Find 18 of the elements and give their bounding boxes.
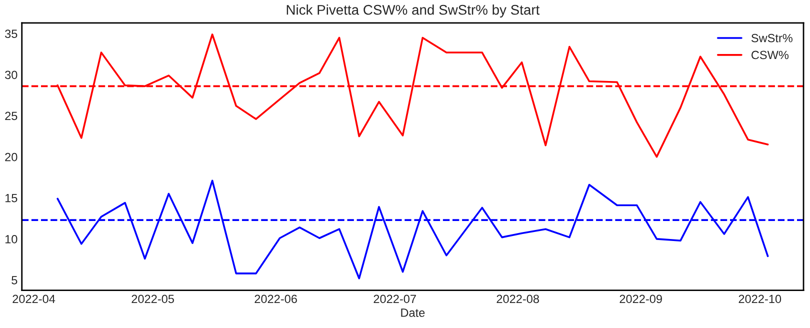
x-tick-label: 2022-04 (12, 294, 56, 304)
x-tick-label: 2022-05 (132, 294, 174, 304)
x-tick-label: 2022-08 (496, 294, 539, 304)
legend-label: CSW% (752, 50, 789, 60)
y-tick-label: 5 (12, 276, 18, 284)
chart-title: Nick Pivetta CSW% and SwStr% by Start (286, 4, 540, 18)
y-tick-label: 25 (5, 112, 18, 120)
y-tick-label: 15 (5, 194, 18, 202)
y-tick-label: 30 (5, 70, 18, 80)
y-tick-label: 35 (5, 30, 18, 38)
x-tick-label: 2022-09 (620, 294, 662, 304)
x-tick-label: 2022-10 (738, 294, 782, 304)
y-tick-label: 20 (5, 152, 18, 162)
x-axis-title: Date (401, 308, 425, 317)
y-tick-label: 10 (5, 234, 18, 244)
x-tick-label: 2022-07 (374, 294, 416, 304)
x-tick-label: 2022-06 (254, 294, 297, 304)
legend-label: SwStr% (751, 34, 792, 42)
